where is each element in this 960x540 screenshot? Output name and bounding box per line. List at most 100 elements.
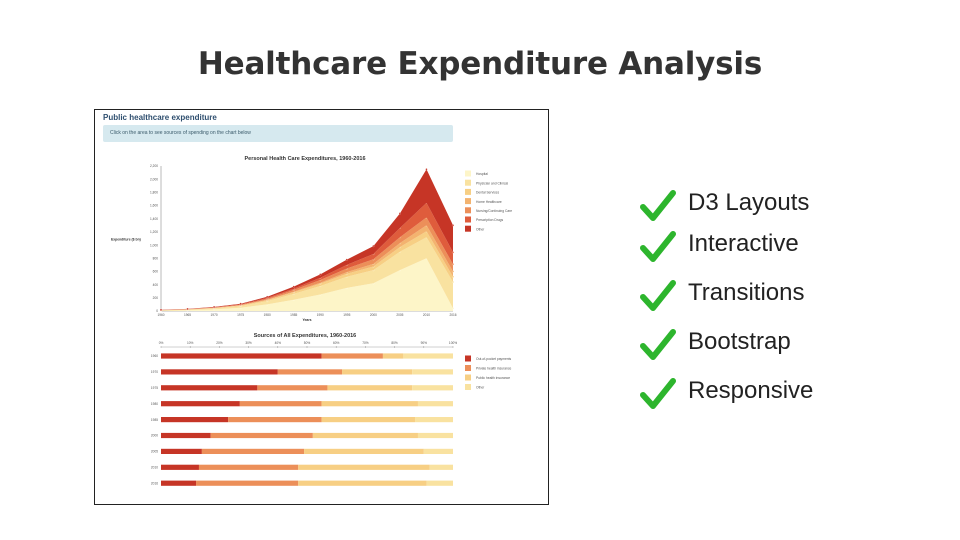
bar-x-tick-label: 50% [304, 341, 311, 345]
bar-segment [161, 401, 240, 407]
area-legend-swatch [465, 207, 471, 214]
area-chart-title: Personal Health Care Expenditures, 1960-… [244, 156, 365, 162]
bar-category-label: 1980 [151, 402, 158, 406]
area-point [239, 302, 242, 305]
area-point [266, 295, 269, 298]
bar-x-tick-label: 60% [333, 341, 340, 345]
bar-category-label: 2000 [151, 434, 158, 438]
panel-title: Public healthcare expenditure [103, 113, 217, 122]
bar-segment [417, 432, 453, 439]
bar-x-tick-label: 30% [245, 341, 252, 345]
area-x-axis-label: Years [302, 318, 311, 322]
bar-segment [412, 385, 453, 391]
area-point [372, 245, 375, 248]
dashboard-screenshot: Public healthcare expenditure Click on t… [94, 109, 549, 505]
bar-segment [403, 353, 453, 359]
charts-svg[interactable]: Personal Health Care Expenditures, 1960-… [95, 144, 549, 505]
bar-legend-label: Public health insurance [476, 376, 510, 380]
bar-legend-label: Out-of-pocket payments [476, 357, 512, 361]
bar-x-tick-label: 0% [159, 341, 164, 345]
area-point [292, 285, 295, 288]
area-legend-swatch [465, 216, 471, 223]
area-legend-swatch [465, 198, 471, 205]
area-legend-label: Home Healthcare [476, 200, 502, 204]
bar-x-tick-label: 100% [449, 341, 457, 345]
area-point [213, 305, 216, 308]
area-x-tick-label: 1970 [211, 313, 218, 317]
area-point [425, 168, 428, 171]
area-x-tick-label: 1995 [343, 313, 350, 317]
feature-item: D3 Layouts [640, 186, 870, 226]
bar-segment [412, 369, 453, 375]
bar-segment [277, 369, 343, 375]
bar-segment [304, 448, 424, 454]
area-x-tick-label: 2016 [449, 313, 456, 317]
feature-item: Bootstrap [640, 325, 870, 365]
bar-segment [429, 464, 453, 470]
area-y-tick-label: 2,000 [150, 177, 158, 181]
checkmark-icon [640, 329, 676, 360]
area-x-tick-label: 2000 [370, 313, 377, 317]
area-series-4 [161, 217, 453, 311]
area-y-tick-label: 400 [153, 283, 159, 287]
feature-item: Responsive [640, 374, 870, 414]
info-banner: Click on the area to see sources of spen… [103, 125, 453, 142]
bar-legend-swatch [465, 374, 471, 381]
checkmark-icon [640, 231, 676, 262]
bar-segment [415, 417, 453, 423]
bar-category-label: 2016 [151, 481, 158, 485]
bar-segment [239, 401, 322, 407]
area-legend-swatch [465, 170, 471, 177]
area-x-tick-label: 1990 [317, 313, 324, 317]
bar-segment [312, 432, 418, 439]
area-x-tick-label: 1960 [157, 313, 164, 317]
area-x-tick-label: 1980 [264, 313, 271, 317]
area-y-axis-label: Expenditure ($ bn) [111, 238, 141, 242]
area-series-6 [161, 169, 453, 310]
feature-item: Transitions [640, 276, 870, 316]
bar-segment [161, 353, 322, 359]
bar-category-label: 2005 [151, 450, 158, 454]
area-x-tick-label: 1965 [184, 313, 191, 317]
bar-segment [161, 432, 211, 439]
area-legend-label: Hospital [476, 172, 488, 176]
bar-segment [423, 448, 453, 454]
bar-segment [327, 385, 413, 391]
bar-x-tick-label: 20% [216, 341, 223, 345]
bar-legend-label: Other [476, 386, 485, 390]
bar-category-label: 1975 [151, 386, 158, 390]
area-point [345, 258, 348, 261]
bar-segment [298, 480, 427, 486]
bar-segment [161, 448, 202, 454]
area-x-tick-label: 1975 [237, 313, 244, 317]
bar-category-label: 1985 [151, 418, 158, 422]
bar-segment [321, 401, 418, 407]
bar-segment [161, 417, 229, 423]
area-x-tick-label: 2010 [423, 313, 430, 317]
bar-segment [161, 480, 197, 486]
bar-x-tick-label: 70% [362, 341, 369, 345]
bar-x-tick-label: 90% [421, 341, 428, 345]
area-point [398, 212, 401, 215]
area-legend-label: Nursing/Continuing Care [476, 209, 512, 213]
feature-label: Transitions [688, 279, 805, 306]
area-x-tick-label: 1985 [290, 313, 297, 317]
bar-legend-label: Private health insurance [476, 367, 512, 371]
area-legend-label: Dental Services [476, 191, 499, 195]
area-y-tick-label: 2,200 [150, 164, 158, 168]
bar-legend-swatch [465, 384, 471, 390]
bar-segment [210, 432, 313, 439]
area-series-0 [161, 258, 453, 311]
checkmark-icon [640, 378, 676, 409]
area-y-tick-label: 1,600 [150, 204, 158, 208]
area-point [319, 273, 322, 276]
checkmark-icon [640, 280, 676, 311]
feature-label: Interactive [688, 230, 799, 257]
checkmark-icon [640, 190, 676, 221]
area-y-tick-label: 1,200 [150, 230, 158, 234]
bar-x-tick-label: 40% [275, 341, 282, 345]
area-legend-label: Prescription Drugs [476, 218, 503, 222]
area-y-tick-label: 0 [156, 309, 158, 313]
bar-segment [196, 480, 299, 486]
area-y-tick-label: 1,800 [150, 191, 158, 195]
